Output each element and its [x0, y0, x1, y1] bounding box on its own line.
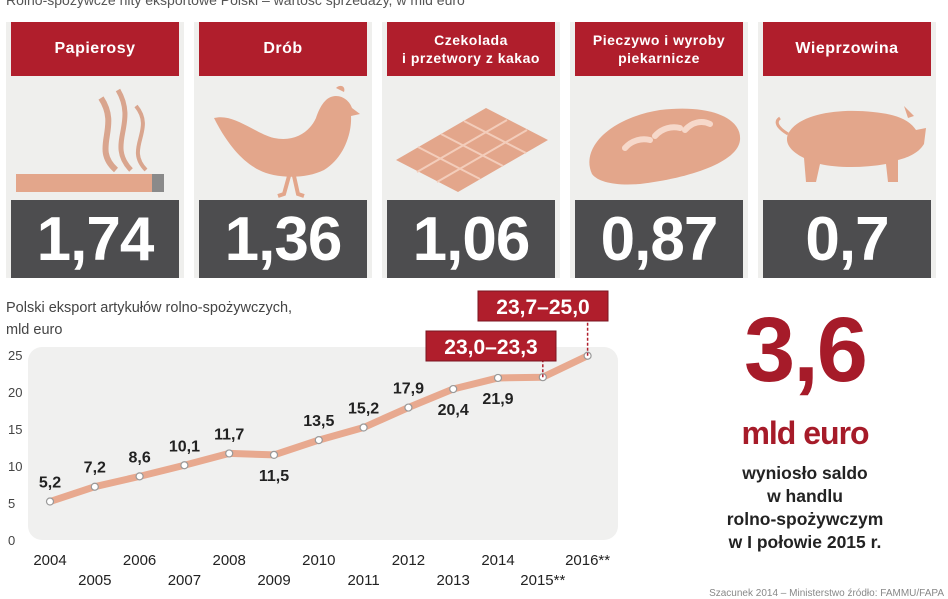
x-tick-label: 2016** [565, 552, 610, 569]
y-tick-label: 5 [8, 496, 15, 511]
x-tick-label: 2009 [257, 572, 290, 589]
x-tick-label: 2004 [33, 552, 66, 569]
y-tick-label: 10 [8, 459, 22, 474]
product-name: Czekolada i przetwory z kakao [387, 22, 555, 76]
summary-line: w I połowie 2015 r. [728, 532, 882, 552]
data-point [225, 449, 234, 458]
data-point [45, 497, 55, 506]
summary-line: wyniosło saldo [742, 463, 868, 483]
data-label: 5,2 [39, 475, 61, 492]
infographic-subtitle: Rolno-spożywcze hity eksportowe Polski –… [6, 0, 465, 8]
x-tick-label: 2013 [437, 572, 470, 589]
data-label: 7,2 [84, 460, 106, 477]
data-point [493, 373, 503, 383]
data-label: 13,5 [303, 413, 334, 430]
y-tick-label: 25 [8, 348, 22, 363]
product-card-chocolate: Czekolada i przetwory z kakao 1,06 [382, 22, 560, 278]
product-card-poultry: Drób 1,36 [194, 22, 372, 278]
product-name-line1: Pieczywo i wyroby [592, 32, 726, 48]
product-value: 1,74 [11, 200, 179, 278]
data-label: 17,9 [393, 381, 424, 398]
x-tick-label: 2005 [78, 572, 111, 589]
data-point [404, 403, 413, 412]
x-tick-label: 2011 [347, 572, 379, 589]
bread-icon [570, 78, 748, 198]
data-label: 8,6 [128, 449, 150, 466]
product-card-cigarettes: Papierosy 1,74 [6, 22, 184, 278]
product-value: 0,7 [763, 200, 931, 278]
y-tick-label: 20 [8, 385, 22, 400]
x-tick-label: 2012 [392, 552, 425, 569]
chicken-icon [194, 78, 372, 198]
x-tick-label: 2010 [302, 552, 335, 569]
chart-title-line1: Polski eksport artykułów rolno-spożywczy… [6, 300, 293, 316]
x-tick-label: 2014 [481, 552, 514, 569]
summary-line: rolno-spożywczym [726, 509, 884, 529]
product-name-line2: i przetwory z kakao [402, 50, 540, 66]
product-card-pork: Wieprzowina 0,7 [758, 22, 936, 278]
data-point [314, 436, 323, 445]
data-point [135, 472, 144, 481]
product-name: Drób [199, 22, 367, 76]
product-value: 0,87 [575, 200, 743, 278]
range-box [425, 330, 557, 362]
product-name: Pieczywo i wyroby piekarnicze [575, 22, 743, 76]
source-note: Szacunek 2014 – Ministerstwo źródło: FAM… [709, 588, 944, 599]
data-label: 10,1 [169, 438, 200, 455]
data-point [359, 423, 368, 432]
x-tick-label: 2008 [213, 552, 246, 569]
x-tick-label: 2007 [168, 572, 201, 589]
y-tick-label: 15 [8, 422, 22, 437]
pig-icon [758, 78, 936, 198]
x-tick-label: 2006 [123, 552, 156, 569]
plot-background [28, 347, 618, 540]
y-tick-label: 0 [8, 533, 15, 548]
summary-description: wyniosło saldo w handlu rolno-spożywczym… [690, 462, 920, 554]
product-value: 1,36 [199, 200, 367, 278]
product-name: Papierosy [11, 22, 179, 76]
summary-value: 3,6 [744, 299, 868, 401]
data-label: 21,9 [482, 391, 513, 408]
summary-line: w handlu [767, 486, 843, 506]
summary-unit: mld euro [741, 415, 869, 451]
data-label: 11,7 [214, 426, 244, 443]
product-value: 1,06 [387, 200, 555, 278]
data-label: 20,4 [438, 402, 469, 419]
data-point [449, 384, 458, 394]
range-box [477, 290, 609, 322]
range-label: 23,0–23,3 [444, 336, 537, 359]
data-point [180, 461, 189, 470]
x-tick-label: 2015** [520, 572, 565, 589]
product-card-bread: Pieczywo i wyroby piekarnicze 0,87 [570, 22, 748, 278]
data-point [90, 482, 99, 491]
range-label: 23,7–25,0 [496, 296, 589, 319]
chart-title: Polski eksport artykułów rolno-spożywczy… [6, 297, 292, 341]
cigarette-icon [6, 78, 184, 198]
data-label: 11,5 [259, 468, 289, 485]
product-name-line1: Czekolada [434, 32, 508, 48]
product-name: Wieprzowina [763, 22, 931, 76]
data-label: 15,2 [348, 401, 379, 418]
product-name-line2: piekarnicze [618, 50, 700, 66]
data-point [269, 450, 279, 459]
chart-title-line2: mld euro [6, 322, 63, 338]
chocolate-icon [382, 78, 560, 198]
